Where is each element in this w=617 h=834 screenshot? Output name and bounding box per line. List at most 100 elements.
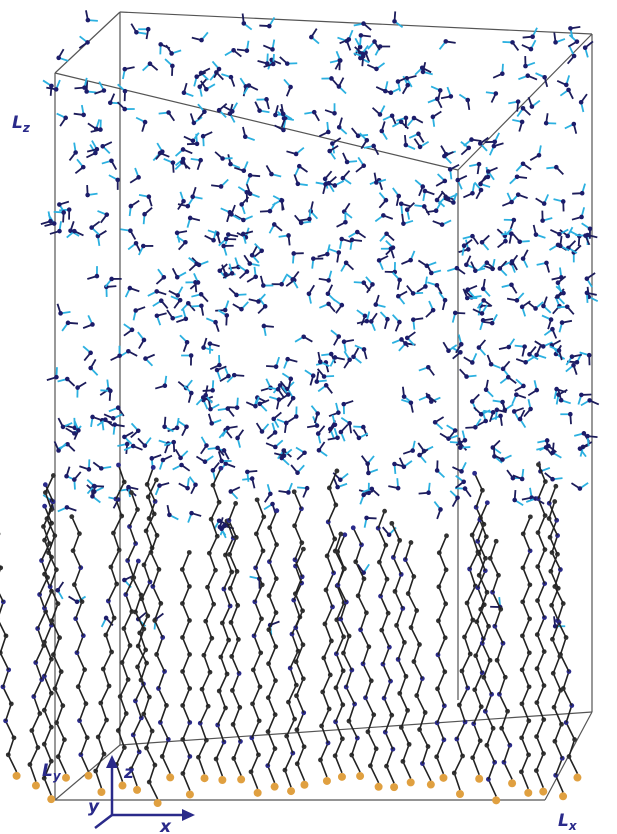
axes-triad xyxy=(95,755,195,828)
atom xyxy=(480,311,485,316)
bond xyxy=(183,739,190,756)
atom xyxy=(339,430,344,435)
bond xyxy=(560,655,568,672)
bond xyxy=(74,568,80,585)
bond xyxy=(457,722,465,739)
atom xyxy=(104,616,109,621)
atom xyxy=(397,320,402,325)
atom xyxy=(296,182,301,187)
bond xyxy=(57,723,65,740)
bond xyxy=(488,779,496,796)
atom xyxy=(181,147,186,152)
atom xyxy=(108,100,113,105)
bond xyxy=(296,628,303,645)
atom xyxy=(435,283,440,288)
atom xyxy=(192,121,197,126)
atom xyxy=(81,165,86,170)
atom xyxy=(356,772,364,780)
bond xyxy=(182,586,189,603)
bond xyxy=(521,755,528,772)
atom xyxy=(241,218,246,223)
atom xyxy=(553,484,558,489)
atom xyxy=(438,88,443,93)
atom xyxy=(443,298,448,303)
bond xyxy=(537,652,544,669)
label-base: L xyxy=(558,811,569,831)
bond xyxy=(536,754,543,771)
atom xyxy=(285,357,290,362)
atom xyxy=(382,509,387,514)
bond xyxy=(439,553,446,570)
bond xyxy=(52,621,60,638)
bond xyxy=(522,721,529,738)
bond xyxy=(144,565,150,582)
bond xyxy=(182,603,189,620)
atom xyxy=(537,153,542,158)
simulation-box: Lz Ly Lx z y x xyxy=(0,0,617,834)
bond xyxy=(482,643,490,660)
bond xyxy=(499,677,505,694)
label-sub: y xyxy=(53,769,62,783)
atom xyxy=(429,271,434,276)
label-lx: Lx xyxy=(558,811,578,833)
bond xyxy=(384,681,390,698)
bond xyxy=(488,762,494,779)
atom xyxy=(95,274,100,279)
label-base: L xyxy=(12,113,23,133)
atom xyxy=(188,216,193,221)
bond xyxy=(222,606,230,623)
atom xyxy=(151,465,156,470)
atom xyxy=(129,490,134,495)
atom xyxy=(210,388,215,393)
bond xyxy=(405,543,411,560)
bond xyxy=(328,505,336,522)
atom xyxy=(290,277,295,282)
atom xyxy=(384,198,389,203)
atom xyxy=(329,76,334,81)
atom xyxy=(189,391,194,396)
bond xyxy=(537,686,544,703)
bond xyxy=(477,622,483,639)
bond xyxy=(44,693,51,710)
atom xyxy=(472,471,477,476)
bond xyxy=(475,690,481,707)
atom xyxy=(220,156,225,161)
bond xyxy=(183,722,190,739)
bond xyxy=(385,715,391,732)
atom xyxy=(405,83,410,88)
atom xyxy=(294,152,299,157)
bond xyxy=(292,634,298,651)
atom xyxy=(149,456,154,461)
bond xyxy=(459,705,465,722)
atom xyxy=(335,485,340,490)
atom xyxy=(332,111,337,116)
atom xyxy=(470,234,475,239)
bond xyxy=(198,757,204,774)
bond xyxy=(381,579,387,596)
atom xyxy=(90,415,95,420)
bond xyxy=(484,677,492,694)
atom xyxy=(301,547,306,552)
bond xyxy=(326,590,332,607)
atom xyxy=(229,75,234,80)
atom xyxy=(73,150,78,155)
atom xyxy=(226,374,231,379)
atom xyxy=(218,776,226,784)
atom xyxy=(76,428,81,433)
bond xyxy=(349,704,355,721)
atom xyxy=(399,201,404,206)
atom xyxy=(466,247,471,252)
atom xyxy=(578,486,583,491)
atom xyxy=(544,121,549,126)
bond xyxy=(270,511,277,528)
atom xyxy=(146,27,151,32)
atom xyxy=(225,426,230,431)
bond xyxy=(183,773,190,790)
atom xyxy=(299,221,304,226)
atom xyxy=(387,532,392,537)
bond xyxy=(467,603,473,620)
atom xyxy=(572,122,577,127)
atom xyxy=(390,783,398,791)
bond xyxy=(417,696,425,713)
atom xyxy=(123,67,128,72)
